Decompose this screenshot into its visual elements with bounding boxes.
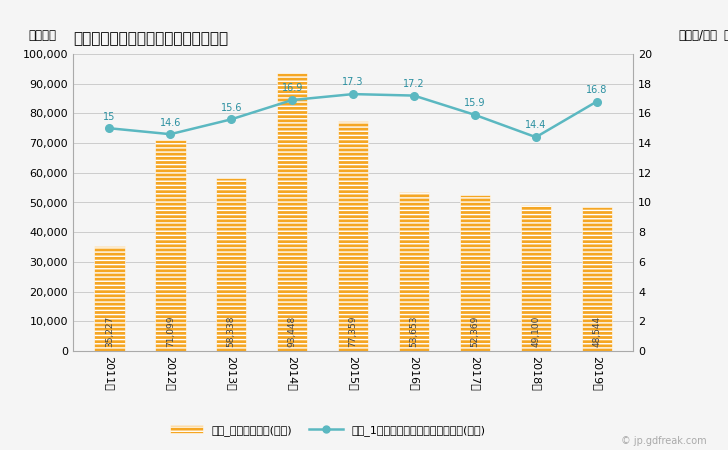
木造_1平米当たり平均工事費予定額(右軸) (227, 117, 236, 122)
Text: 52,369: 52,369 (470, 315, 480, 346)
Text: 14.6: 14.6 (159, 117, 181, 127)
Bar (399, 192, 430, 351)
Line: 木造_1平米当たり平均工事費予定額(右軸): 木造_1平米当たり平均工事費予定額(右軸) (106, 90, 601, 141)
Bar (338, 121, 368, 351)
Text: 17.3: 17.3 (342, 77, 364, 87)
Text: 木造建築物の工事費予定額合計の推移: 木造建築物の工事費予定額合計の推移 (73, 31, 228, 46)
Text: 93,448: 93,448 (288, 315, 296, 346)
Text: 35,227: 35,227 (105, 315, 114, 346)
Bar (521, 205, 551, 351)
木造_1平米当たり平均工事費予定額(右軸) (410, 93, 419, 98)
Text: 16.8: 16.8 (586, 85, 607, 95)
Text: ［%］: ［%］ (723, 29, 728, 42)
Text: 49,100: 49,100 (531, 315, 540, 346)
木造_1平米当たり平均工事費予定額(右軸) (470, 112, 479, 117)
Text: 53,653: 53,653 (410, 315, 419, 346)
Text: 77,359: 77,359 (349, 315, 357, 346)
Bar (277, 73, 307, 351)
Text: ［万円］: ［万円］ (28, 29, 56, 42)
Text: 15.6: 15.6 (221, 103, 242, 112)
Bar (582, 207, 612, 351)
Text: 15: 15 (103, 112, 116, 122)
Text: 17.2: 17.2 (403, 79, 425, 89)
木造_1平米当たり平均工事費予定額(右軸) (531, 135, 540, 140)
Legend: 木造_工事費予定額(左軸), 木造_1平米当たり平均工事費予定額(右軸): 木造_工事費予定額(左軸), 木造_1平米当たり平均工事費予定額(右軸) (165, 420, 490, 440)
Bar (216, 178, 247, 351)
Bar (94, 247, 124, 351)
木造_1平米当たり平均工事費予定額(右軸) (166, 131, 175, 137)
Text: 15.9: 15.9 (464, 98, 486, 108)
Text: 14.4: 14.4 (525, 121, 547, 130)
Text: © jp.gdfreak.com: © jp.gdfreak.com (620, 436, 706, 446)
Bar (459, 195, 490, 351)
Text: 16.9: 16.9 (282, 83, 303, 93)
Text: 71,099: 71,099 (166, 315, 175, 346)
Bar (155, 140, 186, 351)
木造_1平米当たり平均工事費予定額(右軸) (288, 97, 296, 103)
木造_1平米当たり平均工事費予定額(右軸) (349, 91, 357, 97)
木造_1平米当たり平均工事費予定額(右軸) (593, 99, 601, 104)
Text: ［万円/㎡］: ［万円/㎡］ (678, 29, 717, 42)
Text: 48,544: 48,544 (593, 315, 601, 346)
Text: 58,338: 58,338 (226, 315, 236, 346)
木造_1平米当たり平均工事費予定額(右軸) (105, 126, 114, 131)
